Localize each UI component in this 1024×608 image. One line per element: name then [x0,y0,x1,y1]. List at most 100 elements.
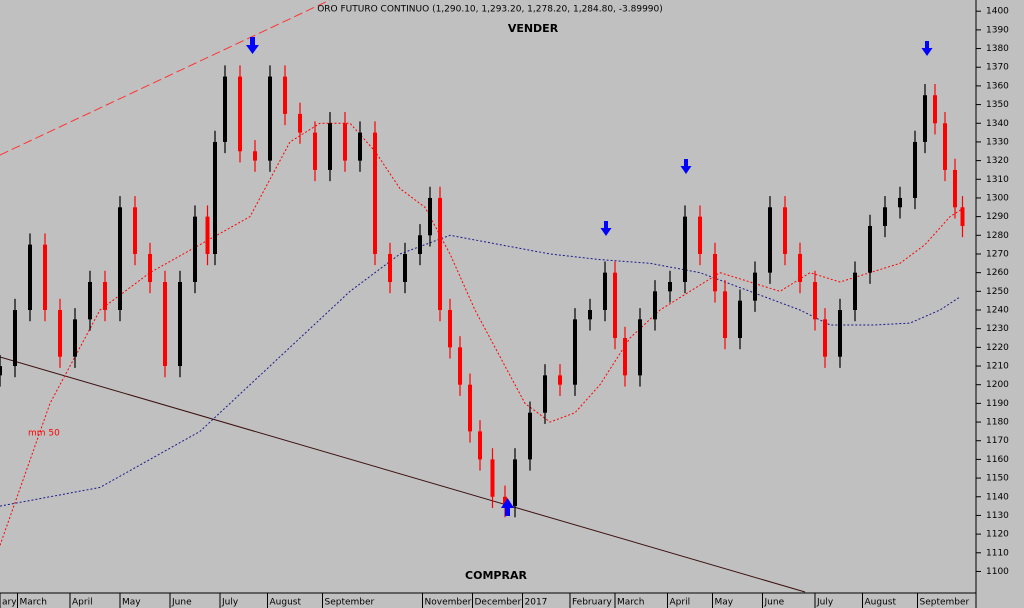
y-tick-label: 1200 [986,380,1009,390]
candle-body [698,216,702,254]
candle-body [653,291,657,320]
candle-body [58,310,62,357]
y-tick-label: 1250 [986,287,1009,297]
sell-arrow [921,41,933,56]
x-tick-label: July [221,598,239,608]
candle-body [178,281,182,367]
buy-label: COMPRAR [465,569,527,582]
y-tick-label: 1370 [986,63,1009,73]
sell-arrow [600,221,612,236]
support-trendline [0,356,806,593]
chart-title: ORO FUTURO CONTINUO (1,290.10, 1,293.20,… [317,5,663,15]
candle-body [913,141,917,198]
x-tick-label: February [572,598,613,608]
y-tick-label: 1180 [986,418,1009,428]
candle-body [613,272,617,339]
candle-body [403,253,407,282]
x-tick-label: 2017 [525,598,548,608]
candle-body [738,300,742,339]
sell-arrow [680,159,692,174]
candle-body [768,207,772,273]
y-tick-label: 1170 [986,436,1009,446]
candle-body [573,319,577,385]
candle-body [683,216,687,282]
candle-body [193,216,197,282]
x-tick-label: June [764,598,785,608]
x-tick-label: November [425,598,472,608]
candle-body [513,459,517,507]
candle-body [148,253,152,282]
candle-body [298,113,302,133]
y-tick-label: 1310 [986,175,1009,185]
y-tick-label: 1150 [986,474,1009,484]
x-tick-label: March [617,598,644,608]
candle-body [43,244,47,311]
candle-body [388,253,392,282]
x-tick-label: May [715,598,734,608]
candle-body [73,319,77,357]
candle-body [223,76,227,142]
x-tick-label: September [920,598,970,608]
y-tick-label: 1160 [986,455,1009,465]
x-tick-label: December [475,598,522,608]
candle-body [88,281,92,320]
candle-body [543,375,547,413]
x-tick-label: September [325,598,375,608]
buy-arrow [501,498,514,516]
y-tick-label: 1330 [986,137,1009,147]
plot [0,65,966,546]
candle-body [953,169,957,208]
candle-body [503,496,507,507]
candle-body [358,132,362,161]
candle-body [713,253,717,292]
y-tick-label: 1140 [986,492,1009,502]
y-tick-label: 1260 [986,268,1009,278]
y-tick-label: 1230 [986,324,1009,334]
candle-body [883,207,887,226]
x-tick-label: ary [2,598,17,608]
moving-average [0,234,961,507]
candle-body [343,123,347,161]
candle-body [468,384,472,432]
candle-body [283,76,287,114]
candle-body [898,197,902,208]
candle-body [438,197,442,311]
candle-body [205,216,210,254]
candle-body [823,319,827,357]
candle-body [853,272,857,311]
y-tick-label: 1400 [986,7,1009,17]
y-tick-label: 1100 [986,567,1009,577]
candle-body [448,310,452,348]
y-tick-label: 1300 [986,193,1009,203]
y-tick-label: 1360 [986,81,1009,91]
candle-body [418,235,422,254]
signal-arrows [246,37,933,516]
sell-label: VENDER [508,22,559,35]
candle-body [943,123,947,170]
x-tick-label: April [670,598,691,608]
y-tick-label: 1110 [986,548,1009,558]
candle-body [868,225,872,273]
candle-body [428,197,432,236]
y-tick-label: 1390 [986,25,1009,35]
candle-body [813,281,817,320]
x-tick-label: June [171,598,192,608]
y-tick-label: 1280 [986,231,1009,241]
y-tick-label: 1380 [986,44,1009,54]
ma-label: mm 50 [28,429,60,439]
x-tick-label: August [270,598,302,608]
y-tick-label: 1190 [986,399,1009,409]
x-tick-label: May [122,598,141,608]
y-tick-label: 1210 [986,362,1009,372]
candle-body [668,281,672,292]
y-tick-label: 1240 [986,306,1009,316]
candle-body [313,132,317,170]
candle-body [838,310,842,357]
candle-body [558,375,562,385]
candle-body [960,207,965,226]
y-tick-label: 1120 [986,530,1009,540]
x-tick-label: July [816,598,834,608]
candle-body [238,76,242,152]
